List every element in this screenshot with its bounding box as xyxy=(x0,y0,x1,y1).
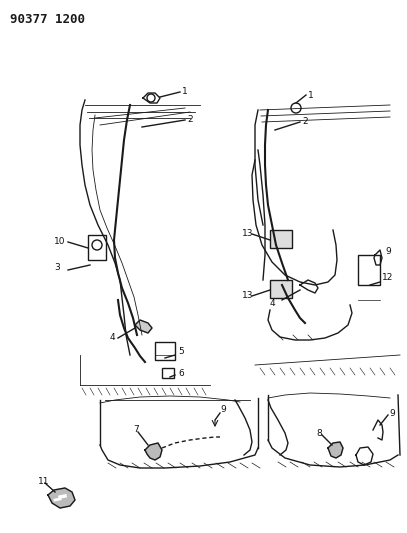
Circle shape xyxy=(291,103,301,113)
Text: 11: 11 xyxy=(38,477,50,486)
Bar xyxy=(88,235,106,260)
Polygon shape xyxy=(48,488,75,508)
Text: 8: 8 xyxy=(316,429,322,438)
Text: 6: 6 xyxy=(178,368,184,377)
Circle shape xyxy=(92,240,102,250)
Bar xyxy=(358,255,380,285)
Circle shape xyxy=(147,94,155,102)
Bar xyxy=(270,280,292,298)
Text: 90377 1200: 90377 1200 xyxy=(10,13,85,26)
Text: 12: 12 xyxy=(382,273,394,282)
Text: 4: 4 xyxy=(110,334,116,343)
Text: 3: 3 xyxy=(54,263,60,272)
Text: 9: 9 xyxy=(220,406,226,415)
Text: 9: 9 xyxy=(389,408,395,417)
Text: 1: 1 xyxy=(182,87,188,96)
Text: 5: 5 xyxy=(178,348,184,357)
Text: 4: 4 xyxy=(270,298,276,308)
Text: 9: 9 xyxy=(385,247,391,256)
Text: 10: 10 xyxy=(54,238,66,246)
Text: 13: 13 xyxy=(242,292,254,301)
Text: 7: 7 xyxy=(133,425,139,434)
Polygon shape xyxy=(328,442,343,458)
Bar xyxy=(270,230,292,248)
Text: 2: 2 xyxy=(302,117,308,126)
Text: 1: 1 xyxy=(308,91,314,100)
Text: 13: 13 xyxy=(242,229,254,238)
Bar xyxy=(162,368,174,378)
Text: 2: 2 xyxy=(187,116,193,125)
Polygon shape xyxy=(145,443,162,460)
Bar xyxy=(155,342,175,360)
Polygon shape xyxy=(135,320,152,333)
